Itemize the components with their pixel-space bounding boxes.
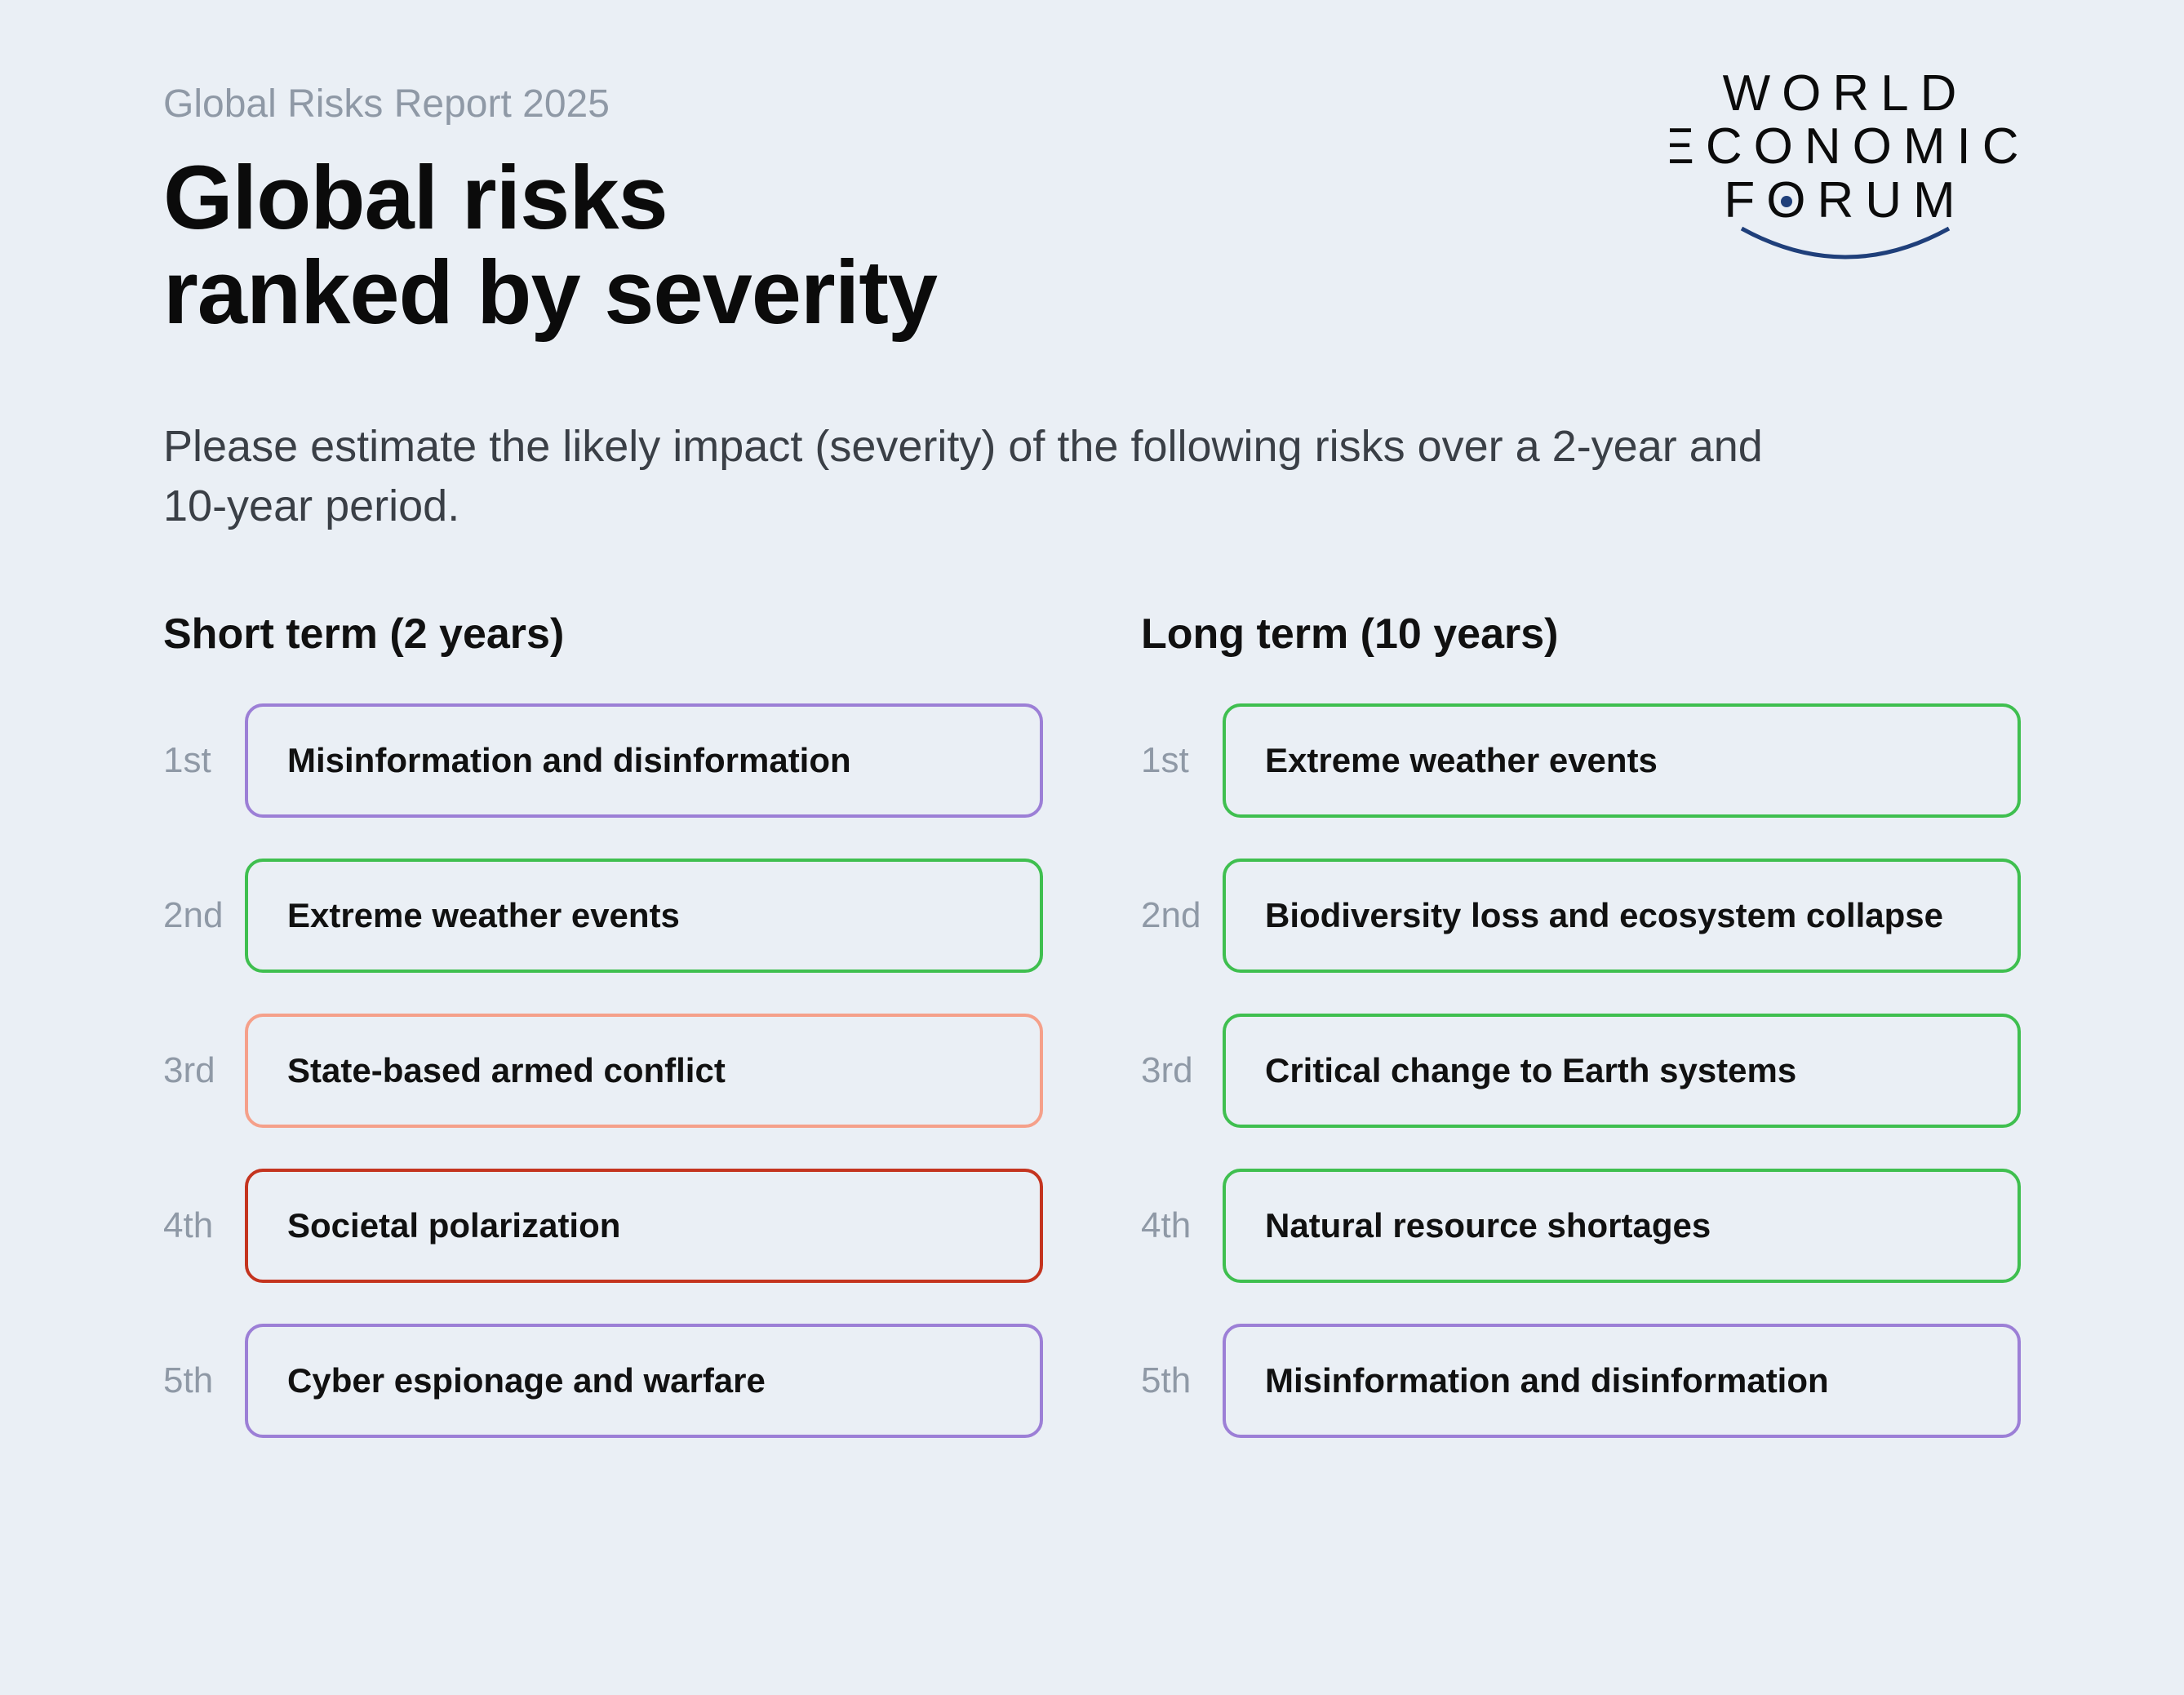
header-left: Global Risks Report 2025 Global risks ra… [163, 82, 1621, 384]
column-long-items: 1st Extreme weather events 2nd Biodiversity… [1141, 703, 2021, 1438]
risk-label: Biodiversity loss and ecosystem collapse [1265, 896, 1978, 935]
wef-logo: WORLD ECONOMIC FORUM [1670, 65, 2021, 277]
rank-label: 5th [1141, 1360, 1223, 1401]
logo-arc-icon [1742, 229, 1949, 257]
risk-box: Biodiversity loss and ecosystem collapse [1223, 859, 2021, 973]
risk-label: State-based armed conflict [287, 1051, 1001, 1090]
risk-row: 4th Societal polarization [163, 1169, 1043, 1283]
column-title-long: Long term (10 years) [1141, 610, 2021, 659]
column-short-term: Short term (2 years) 1st Misinformation a… [163, 610, 1043, 1479]
page: Global Risks Report 2025 Global risks ra… [0, 0, 2184, 1695]
header-row: Global Risks Report 2025 Global risks ra… [163, 82, 2021, 384]
page-title: Global risks ranked by severity [163, 151, 1621, 339]
risk-box: Natural resource shortages [1223, 1169, 2021, 1283]
wef-logo-svg: WORLD ECONOMIC FORUM [1670, 65, 2021, 277]
risk-box: Misinformation and disinformation [1223, 1324, 2021, 1438]
columns: Short term (2 years) 1st Misinformation a… [163, 610, 2021, 1479]
risk-label: Extreme weather events [1265, 741, 1978, 780]
risk-row: 5th Misinformation and disinformation [1141, 1324, 2021, 1438]
column-short-items: 1st Misinformation and disinformation 2nd E… [163, 703, 1043, 1438]
risk-label: Societal polarization [287, 1206, 1001, 1245]
risk-label: Misinformation and disinformation [1265, 1361, 1978, 1400]
risk-box: Misinformation and disinformation [245, 703, 1043, 818]
logo-line-1: WORLD [1723, 65, 1969, 122]
rank-label: 1st [163, 740, 245, 781]
logo-line-3: FORUM [1724, 172, 1966, 229]
rank-label: 1st [1141, 740, 1223, 781]
risk-box: Societal polarization [245, 1169, 1043, 1283]
risk-row: 3rd State-based armed conflict [163, 1014, 1043, 1128]
risk-row: 5th Cyber espionage and warfare [163, 1324, 1043, 1438]
risk-box: Extreme weather events [1223, 703, 2021, 818]
risk-label: Cyber espionage and warfare [287, 1361, 1001, 1400]
risk-row: 4th Natural resource shortages [1141, 1169, 2021, 1283]
subtitle: Please estimate the likely impact (sever… [163, 417, 1796, 536]
title-line-2: ranked by severity [163, 242, 937, 343]
risk-box: Critical change to Earth systems [1223, 1014, 2021, 1128]
rank-label: 3rd [1141, 1050, 1223, 1091]
rank-label: 4th [163, 1205, 245, 1246]
rank-label: 3rd [163, 1050, 245, 1091]
risk-row: 1st Extreme weather events [1141, 703, 2021, 818]
rank-label: 5th [163, 1360, 245, 1401]
rank-label: 4th [1141, 1205, 1223, 1246]
rank-label: 2nd [1141, 895, 1223, 936]
logo-dot-icon [1781, 196, 1792, 207]
risk-box: State-based armed conflict [245, 1014, 1043, 1128]
risk-row: 2nd Extreme weather events [163, 859, 1043, 973]
title-line-1: Global risks [163, 148, 668, 248]
risk-row: 2nd Biodiversity loss and ecosystem colla… [1141, 859, 2021, 973]
rank-label: 2nd [163, 895, 245, 936]
risk-label: Misinformation and disinformation [287, 741, 1001, 780]
column-title-short: Short term (2 years) [163, 610, 1043, 659]
risk-label: Extreme weather events [287, 896, 1001, 935]
risk-box: Cyber espionage and warfare [245, 1324, 1043, 1438]
supertitle: Global Risks Report 2025 [163, 82, 1621, 126]
risk-label: Natural resource shortages [1265, 1206, 1978, 1245]
logo-line-2: ECONOMIC [1670, 118, 2021, 175]
risk-label: Critical change to Earth systems [1265, 1051, 1978, 1090]
risk-row: 1st Misinformation and disinformation [163, 703, 1043, 818]
column-long-term: Long term (10 years) 1st Extreme weather … [1141, 610, 2021, 1479]
risk-row: 3rd Critical change to Earth systems [1141, 1014, 2021, 1128]
risk-box: Extreme weather events [245, 859, 1043, 973]
